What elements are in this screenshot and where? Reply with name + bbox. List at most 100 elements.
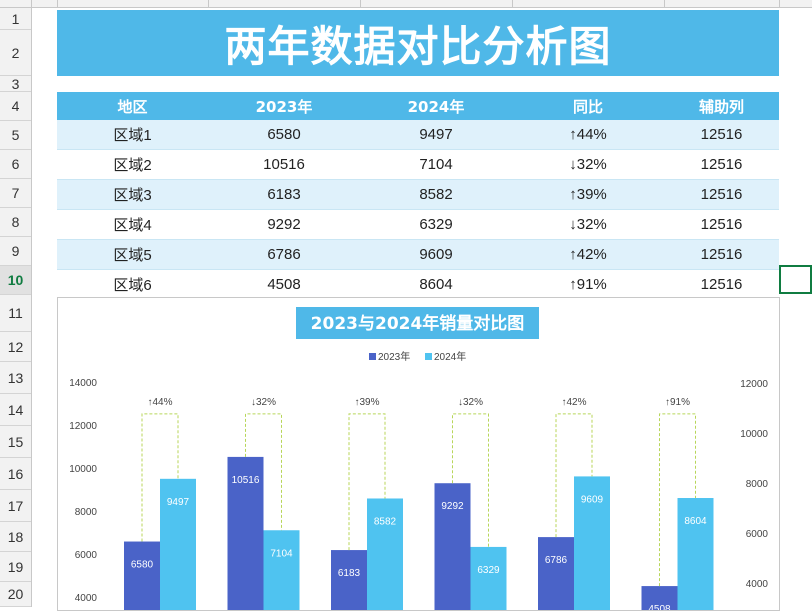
bar-2023: [331, 550, 367, 610]
row-number[interactable]: 8: [0, 208, 31, 237]
y-tick-label-left: 4000: [75, 593, 98, 604]
row-number[interactable]: 11: [0, 295, 31, 332]
cell-region[interactable]: 区域6: [57, 269, 208, 300]
table-row: 区域5 6786 9609 ↑42% 12516: [57, 239, 779, 270]
header-yoy[interactable]: 同比: [512, 92, 664, 120]
column-separator: [57, 0, 58, 7]
cell-region[interactable]: 区域3: [57, 179, 208, 210]
yoy-annotation: ↓32%: [458, 397, 483, 408]
row-number[interactable]: 7: [0, 179, 31, 208]
cell-yoy[interactable]: ↓32%: [512, 209, 664, 240]
cell-region[interactable]: 区域2: [57, 149, 208, 180]
row-number[interactable]: 19: [0, 552, 31, 582]
comparison-bracket: [555, 413, 593, 538]
y-tick-label-right: 6000: [746, 529, 769, 540]
cell-2023[interactable]: 4508: [208, 269, 360, 300]
row-number[interactable]: 3: [0, 76, 31, 92]
row-number[interactable]: 4: [0, 92, 31, 121]
comparison-bracket: [245, 413, 282, 531]
table-row: 区域1 6580 9497 ↑44% 12516: [57, 120, 779, 150]
cell-region[interactable]: 区域5: [57, 239, 208, 270]
cell-aux[interactable]: 12516: [664, 120, 779, 150]
cell-2024[interactable]: 8604: [360, 269, 512, 300]
title-banner[interactable]: 两年数据对比分析图: [57, 10, 779, 76]
bar-value-label-2024: 7104: [270, 548, 293, 559]
legend-swatch-2024: [425, 353, 432, 360]
cell-aux[interactable]: 12516: [664, 239, 779, 270]
row-number[interactable]: 15: [0, 426, 31, 458]
table-body: 区域1 6580 9497 ↑44% 12516 区域2 10516 7104 ↓32% 1251…: [57, 120, 779, 300]
row-number[interactable]: 2: [0, 30, 31, 76]
row-number[interactable]: 16: [0, 458, 31, 490]
chart-area[interactable]: 2023与2024年销量对比图 2023年 2024年 4000 6000 8000 100…: [57, 297, 780, 611]
chart-title-box: [296, 307, 539, 339]
column-header-bar: [0, 0, 812, 8]
comparison-bracket: [141, 413, 179, 542]
table-row: 区域3 6183 8582 ↑39% 12516: [57, 179, 779, 210]
cell-yoy[interactable]: ↑39%: [512, 179, 664, 210]
bar-value-label-2024: 6329: [477, 565, 500, 576]
cell-aux[interactable]: 12516: [664, 149, 779, 180]
row-number-gutter: 1 2 3 4 5 6 7 8 9 10 11 12 13 14 15 16 17 18 19 20: [0, 8, 32, 607]
y-tick-label-left: 14000: [69, 378, 97, 389]
row-number[interactable]: 12: [0, 332, 31, 362]
comparison-bracket: [659, 413, 696, 587]
data-table: 地区 2023年 2024年 同比 辅助列 区域1 6580 9497 ↑44% 125…: [57, 92, 779, 300]
cell-2024[interactable]: 7104: [360, 149, 512, 180]
bar-2023: [641, 586, 678, 610]
cell-2023[interactable]: 6580: [208, 120, 360, 150]
page-title: 两年数据对比分析图: [224, 21, 612, 71]
bar-value-label-2024: 8604: [684, 516, 707, 527]
chart-title: 2023与2024年销量对比图: [311, 313, 525, 334]
bar-value-label-2023: 9292: [441, 501, 464, 512]
header-aux[interactable]: 辅助列: [664, 92, 779, 120]
row-number[interactable]: 9: [0, 237, 31, 266]
cell-yoy[interactable]: ↑44%: [512, 120, 664, 150]
cell-yoy[interactable]: ↑42%: [512, 239, 664, 270]
cell-2024[interactable]: 9497: [360, 120, 512, 150]
row-number[interactable]: 1: [0, 8, 31, 30]
header-region[interactable]: 地区: [57, 92, 208, 120]
active-cell-selection[interactable]: [779, 265, 812, 294]
cell-2024[interactable]: 8582: [360, 179, 512, 210]
cell-2024[interactable]: 6329: [360, 209, 512, 240]
row-number[interactable]: 13: [0, 362, 31, 394]
row-number[interactable]: 20: [0, 582, 31, 607]
cell-region[interactable]: 区域1: [57, 120, 208, 150]
row-number[interactable]: 5: [0, 121, 31, 150]
cell-aux[interactable]: 12516: [664, 209, 779, 240]
table-row: 区域4 9292 6329 ↓32% 12516: [57, 209, 779, 240]
yoy-annotation: ↑91%: [665, 397, 690, 408]
bar-2024: [160, 478, 196, 610]
row-number[interactable]: 6: [0, 150, 31, 179]
header-2023[interactable]: 2023年: [208, 92, 360, 120]
bar-value-label-2023: 6580: [131, 560, 154, 571]
cell-yoy[interactable]: ↑91%: [512, 269, 664, 300]
column-separator: [664, 0, 665, 7]
yoy-annotation: ↑42%: [561, 397, 586, 408]
yoy-annotation: ↑44%: [147, 397, 172, 408]
yoy-annotation: ↑39%: [354, 397, 379, 408]
cell-2023[interactable]: 10516: [208, 149, 360, 180]
y-tick-label-right: 10000: [740, 429, 768, 440]
column-separator: [779, 0, 780, 7]
bar-2023: [538, 537, 574, 610]
cell-yoy[interactable]: ↓32%: [512, 149, 664, 180]
cell-2023[interactable]: 6183: [208, 179, 360, 210]
row-number[interactable]: 18: [0, 522, 31, 552]
cell-2023[interactable]: 9292: [208, 209, 360, 240]
table-row: 区域6 4508 8604 ↑91% 12516: [57, 269, 779, 300]
bar-value-label-2023: 6183: [338, 568, 361, 579]
row-number[interactable]: 17: [0, 490, 31, 522]
bar-2023: [124, 541, 160, 610]
row-number[interactable]: 10: [0, 266, 31, 295]
table-header-row: 地区 2023年 2024年 同比 辅助列: [57, 92, 779, 120]
cell-aux[interactable]: 12516: [664, 269, 779, 300]
cell-region[interactable]: 区域4: [57, 209, 208, 240]
cell-2024[interactable]: 9609: [360, 239, 512, 270]
y-tick-label-left: 8000: [75, 507, 98, 518]
cell-aux[interactable]: 12516: [664, 179, 779, 210]
header-2024[interactable]: 2024年: [360, 92, 512, 120]
row-number[interactable]: 14: [0, 394, 31, 426]
cell-2023[interactable]: 6786: [208, 239, 360, 270]
